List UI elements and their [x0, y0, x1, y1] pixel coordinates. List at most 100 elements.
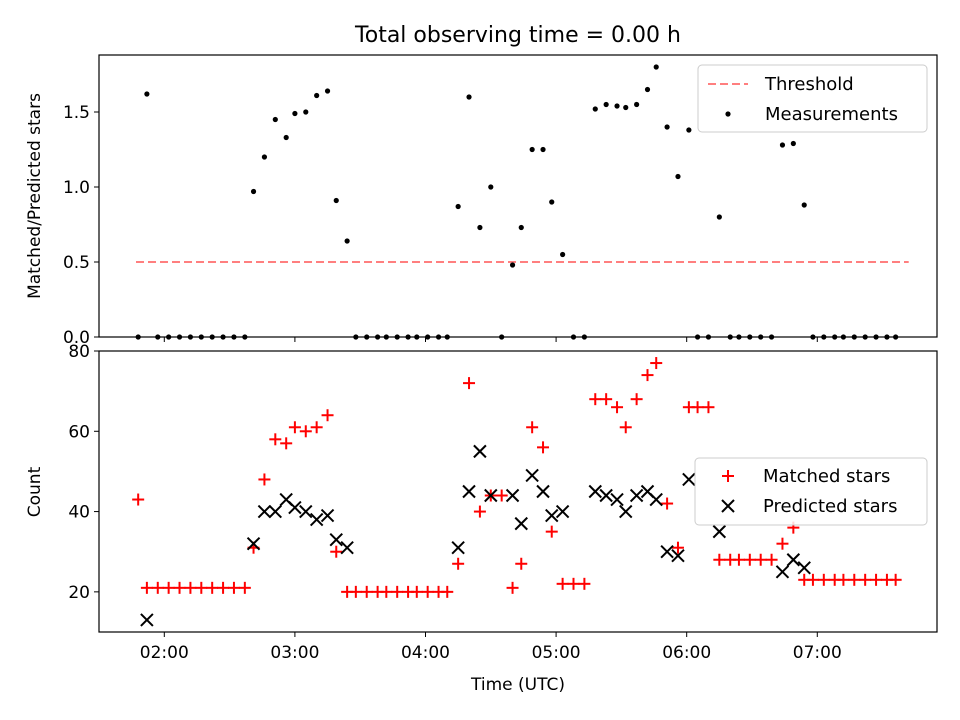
measurement-point — [518, 224, 524, 231]
matched-star-point — [217, 581, 230, 594]
bottom-x-tick-label: 04:00 — [401, 643, 450, 663]
matched-star-point — [269, 433, 282, 446]
legend-measurements-label: Measurements — [765, 104, 898, 125]
matched-star-point — [421, 585, 434, 598]
matched-star-point — [227, 581, 240, 594]
measurement-point — [779, 142, 786, 148]
measurement-point — [603, 101, 609, 108]
matched-star-point — [765, 553, 778, 566]
matched-star-point — [132, 493, 145, 506]
bottom-axes-frame — [98, 350, 938, 633]
top-y-axis-label: Matched/Predicted stars — [25, 93, 45, 299]
matched-star-point — [515, 557, 528, 570]
top-legend-box — [697, 64, 928, 133]
bottom-y-tick-label: 60 — [68, 422, 90, 442]
matched-star-point — [258, 473, 271, 486]
matched-star-point — [506, 581, 519, 594]
predicted-star-point — [484, 488, 498, 503]
measurement-point — [314, 92, 320, 99]
bottom-y-tick-label: 20 — [68, 583, 90, 603]
matched-star-point — [889, 573, 902, 586]
bottom-plot-area: 20 40 60 80 02:00 03:00 04:00 05:00 06:00 07:00 — [68, 342, 938, 663]
x-axis-label: Time (UTC) — [470, 675, 565, 695]
matched-star-point — [691, 401, 704, 414]
legend-threshold-label: Threshold — [764, 74, 854, 95]
top-axes-frame — [98, 54, 938, 338]
predicted-star-point — [451, 540, 465, 555]
matched-star-point — [380, 585, 393, 598]
bottom-y-axis-label: Count — [25, 466, 45, 517]
top-plot-area: 0.0 0.5 1.0 1.5 — [63, 54, 938, 348]
matched-star-point — [299, 425, 312, 438]
matched-star-point — [391, 585, 404, 598]
predicted-star-point — [545, 508, 559, 523]
measurement-point — [560, 251, 566, 258]
measurement-point — [303, 109, 309, 115]
predicted-star-point — [525, 468, 539, 483]
measurement-point — [592, 106, 598, 112]
measurement-point — [509, 262, 516, 268]
measurement-point — [801, 202, 807, 208]
chart-title: Total observing time = 0.00 h — [354, 23, 681, 48]
predicted-star-point — [660, 545, 674, 559]
bottom-y-tick-label: 80 — [68, 342, 90, 362]
predicted-star-point — [246, 536, 261, 551]
matched-star-point — [600, 393, 613, 406]
predicted-star-point — [473, 444, 487, 459]
bottom-x-tick-label: 07:00 — [793, 643, 842, 663]
matched-star-point — [288, 421, 301, 434]
measurement-point — [333, 197, 339, 204]
matched-star-point — [330, 545, 343, 558]
matched-star-point — [630, 393, 643, 406]
predicted-star-point — [786, 553, 801, 567]
measurement-point — [283, 134, 289, 141]
legend-predicted-label: Predicted stars — [763, 496, 897, 517]
predicted-star-point — [329, 532, 343, 547]
matched-star-point — [817, 573, 830, 586]
legend-predicted-swatch — [721, 499, 735, 513]
measurement-point — [488, 184, 494, 190]
measurement-point — [466, 94, 472, 100]
predicted-star-point — [288, 500, 302, 515]
matched-star-point — [410, 585, 423, 598]
bottom-x-tick-label: 02:00 — [140, 643, 189, 663]
predicted-star-point — [299, 504, 313, 519]
matched-star-point — [184, 581, 197, 594]
predicted-star-point — [555, 504, 570, 519]
matched-star-point — [837, 573, 850, 586]
predicted-star-point — [797, 561, 811, 575]
predicted-star-point — [610, 492, 624, 507]
measurement-point — [477, 224, 483, 231]
matched-star-point — [556, 577, 569, 590]
matched-star-point — [611, 401, 624, 414]
measurement-point — [686, 127, 692, 133]
measurement-point — [634, 101, 640, 108]
measurement-point — [292, 110, 298, 117]
predicted-star-point — [340, 540, 354, 555]
matched-star-point — [151, 581, 164, 594]
matched-star-point — [195, 581, 208, 594]
matched-star-point — [671, 541, 684, 554]
measurement-point — [549, 199, 555, 205]
matched-star-point — [806, 573, 819, 586]
predicted-star-point — [309, 512, 324, 527]
measurement-point — [614, 103, 620, 109]
predicted-star-point — [619, 504, 633, 519]
matched-star-point — [310, 421, 323, 434]
legend-matched-label: Matched stars — [763, 466, 890, 487]
matched-star-point — [206, 581, 219, 594]
matched-star-point — [776, 537, 789, 550]
matched-star-point — [140, 581, 153, 594]
predicted-star-point — [514, 516, 528, 531]
matched-star-point — [567, 577, 580, 590]
predicted-star-point — [775, 565, 790, 579]
matched-star-point — [452, 557, 465, 570]
matched-star-point — [280, 437, 293, 450]
top-y-tick-label: 1.0 — [63, 178, 90, 198]
measurement-point — [790, 140, 796, 147]
matched-star-point — [537, 441, 550, 454]
matched-star-point — [650, 357, 663, 370]
predicted-star-point — [257, 504, 272, 519]
matched-star-point — [321, 409, 334, 422]
predicted-star-point — [629, 488, 644, 503]
